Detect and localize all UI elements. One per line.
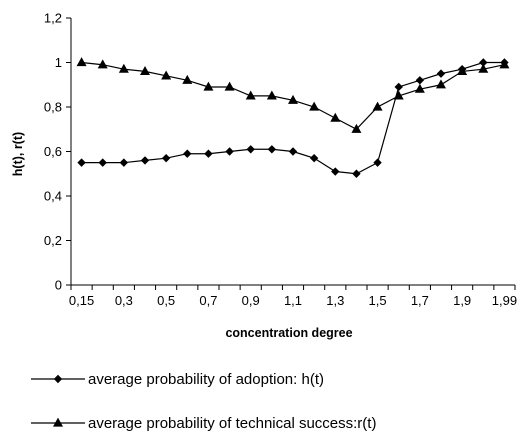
y-tick-label: 1 [55,55,62,70]
x-axis-tick-labels: 0,15 0,3 0,5 0,7 0,9 1,1 1,3 1,5 1,7 1,9 1,99 [69,293,517,308]
series-layer [76,57,510,178]
x-tick-label: 0,7 [199,293,217,308]
data-point-adoption [479,58,488,67]
data-point-adoption [267,145,277,154]
data-point-adoption [394,82,403,92]
data-point-adoption [225,147,234,156]
data-point-adoption [98,158,107,167]
data-point-technical-success [140,66,150,75]
x-tick-label: 0,5 [157,293,175,308]
x-tick-label: 1,5 [369,293,387,308]
x-tick-label: 0,15 [69,293,94,308]
data-point-technical-success [499,59,510,69]
data-point-adoption [140,156,150,165]
legend-marker-technical-success [31,417,85,427]
data-point-technical-success [372,101,383,111]
legend-marker-shape [53,374,63,384]
data-point-technical-success [288,94,298,104]
data-point-adoption [204,149,213,158]
data-point-technical-success [309,101,320,111]
data-point-technical-success [182,74,193,84]
series-adoption [77,58,509,178]
series-technical-success [76,57,510,133]
data-point-technical-success [118,63,129,73]
x-tick-label: 1,7 [411,293,429,308]
y-tick-label: 0,4 [44,189,62,204]
data-point-technical-success [203,81,214,91]
legend-label-technical-success: average probability of technical success… [88,415,376,432]
data-point-technical-success [330,112,341,122]
data-point-adoption [352,169,361,178]
data-point-adoption [331,167,340,176]
legend-marker-shape [53,417,63,427]
data-point-technical-success [161,70,172,80]
x-tick-label: 1,3 [326,293,344,308]
axes [66,17,516,290]
y-axis-tick-labels: 0 0,2 0,4 0,6 0,8 1 1,2 [44,11,62,293]
data-point-adoption [119,158,129,167]
data-point-technical-success [266,90,277,100]
data-point-technical-success [245,90,256,100]
x-tick-label: 1,9 [453,293,471,308]
y-tick-label: 0,2 [44,233,62,248]
legend: average probability of adoption: h(t) av… [31,371,376,432]
data-point-adoption [183,149,192,158]
data-point-technical-success [414,83,425,93]
data-point-adoption [77,158,86,167]
y-tick-label: 1,2 [44,11,62,26]
data-point-adoption [373,158,382,167]
legend-label-adoption: average probability of adoption: h(t) [88,371,324,388]
data-point-adoption [309,153,319,163]
y-tick-label: 0,8 [44,100,62,115]
x-tick-label: 1,1 [284,293,302,308]
data-point-adoption [436,69,446,78]
y-axis-title: h(t), r(t) [11,132,25,176]
x-tick-label: 0,9 [242,293,260,308]
data-point-adoption [161,153,171,163]
x-tick-label: 1,99 [492,293,517,308]
data-point-technical-success [436,79,446,89]
data-point-technical-success [478,63,489,73]
data-point-technical-success [76,57,87,67]
x-tick-label: 0,3 [115,293,133,308]
data-point-technical-success [224,81,235,91]
data-point-adoption [246,145,255,154]
y-tick-label: 0,6 [44,144,62,159]
data-point-adoption [288,147,298,156]
data-point-adoption [415,76,425,85]
data-point-technical-success [351,123,362,133]
data-point-technical-success [97,59,108,69]
y-tick-label: 0 [55,278,62,293]
data-point-technical-success [457,66,468,75]
legend-marker-adoption [31,374,85,384]
data-point-technical-success [393,90,404,100]
x-axis-title: concentration degree [225,326,352,340]
